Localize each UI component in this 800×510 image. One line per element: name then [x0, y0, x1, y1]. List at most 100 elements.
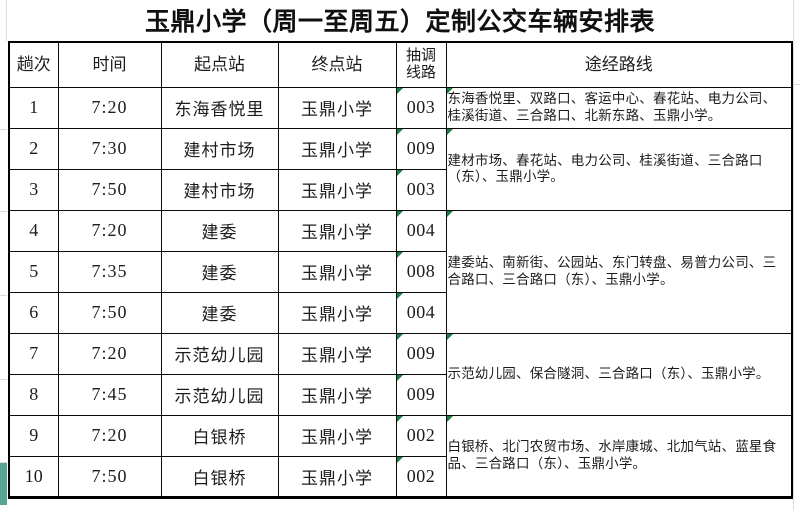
line-cell: 009	[395, 127, 447, 170]
table-row: 2 7:30 建村市场 玉鼎小学 009 建材市场、春花站、电力公司、桂溪街道、三合路口（…	[8, 127, 793, 211]
origin-cell: 东海香悦里	[160, 86, 279, 129]
route-cell: 建委站、南新街、公园站、东门转盘、易普力公司、三合路口、三合路口（东）、玉鼎小学…	[445, 209, 793, 334]
time-cell: 7:50	[57, 168, 162, 211]
origin-cell: 建委	[160, 209, 279, 252]
destination-cell: 玉鼎小学	[277, 250, 397, 293]
green-corner-flag-icon	[397, 334, 403, 340]
route-cell: 示范幼儿园、保合隧洞、三合路口（东）、玉鼎小学。	[445, 332, 793, 416]
table-row: 4 7:20 建委 玉鼎小学 004 建委站、南新街、公园站、东门转盘、易普力公司、三合路…	[8, 209, 793, 334]
trip-cell: 4	[8, 209, 59, 252]
gridline	[0, 129, 7, 130]
destination-cell: 玉鼎小学	[277, 168, 397, 211]
table-row: 3 7:50 建村市场 玉鼎小学 003	[8, 168, 792, 211]
destination-cell: 玉鼎小学	[277, 86, 397, 129]
green-corner-flag-icon	[397, 211, 403, 217]
green-corner-flag-icon	[397, 252, 403, 258]
trip-cell: 2	[8, 127, 59, 170]
gridline	[793, 84, 800, 85]
time-cell: 7:20	[57, 86, 162, 129]
trip-cell: 1	[8, 86, 59, 129]
table-row: 9 7:20 白银桥 玉鼎小学 002 白银桥、北门农贸市场、水岸康城、北加气站、蓝星食品…	[8, 414, 793, 498]
row-selection-strip	[0, 463, 7, 505]
green-corner-flag-icon	[447, 88, 453, 94]
trip-cell: 6	[8, 291, 59, 334]
column-header-destination: 终点站	[277, 41, 397, 88]
green-corner-flag-icon	[397, 170, 403, 176]
table-header-row: 趟次 时间 起点站 终点站 抽调线路 途经路线	[8, 41, 793, 88]
table-row: 6 7:50 建委 玉鼎小学 004	[8, 291, 792, 334]
time-cell: 7:20	[57, 332, 162, 375]
origin-cell: 白银桥	[160, 414, 279, 457]
green-corner-flag-icon	[447, 416, 453, 422]
table-row: 7 7:20 示范幼儿园 玉鼎小学 009 示范幼儿园、保合隧洞、三合路口（东）、玉鼎小学…	[8, 332, 793, 416]
time-cell: 7:50	[57, 455, 162, 498]
destination-cell: 玉鼎小学	[277, 373, 397, 416]
gridline	[0, 295, 7, 296]
table-row: 10 7:50 白银桥 玉鼎小学 002	[8, 455, 792, 498]
green-corner-flag-icon	[397, 88, 403, 94]
column-header-time: 时间	[57, 41, 162, 88]
header-row: 趟次 时间 起点站 终点站 抽调线路 途经路线	[8, 41, 793, 88]
destination-cell: 玉鼎小学	[277, 291, 397, 334]
destination-cell: 玉鼎小学	[277, 414, 397, 457]
trip-cell: 7	[8, 332, 59, 375]
gridline	[6, 0, 7, 41]
origin-cell: 建委	[160, 250, 279, 293]
green-corner-flag-icon	[447, 129, 453, 135]
green-corner-flag-icon	[397, 457, 403, 463]
route-cell: 建材市场、春花站、电力公司、桂溪街道、三合路口（东）、玉鼎小学。	[445, 127, 793, 211]
line-cell: 003	[395, 86, 447, 129]
green-corner-flag-icon	[397, 293, 403, 299]
trip-cell: 10	[8, 455, 59, 498]
line-cell: 008	[395, 250, 447, 293]
line-cell: 004	[395, 291, 447, 334]
line-cell: 003	[395, 168, 447, 211]
destination-cell: 玉鼎小学	[277, 209, 397, 252]
green-corner-flag-icon	[447, 334, 453, 340]
column-header-line: 抽调线路	[395, 41, 447, 88]
table-row: 1 7:20 东海香悦里 玉鼎小学 003 东海香悦里、双路口、客运中心、春花站、电力公司…	[8, 86, 793, 129]
origin-cell: 示范幼儿园	[160, 373, 279, 416]
table-body: 1 7:20 东海香悦里 玉鼎小学 003 东海香悦里、双路口、客运中心、春花站、电力公司…	[8, 86, 793, 498]
route-cell: 白银桥、北门农贸市场、水岸康城、北加气站、蓝星食品、三合路口（东）、玉鼎小学。	[445, 414, 793, 498]
column-header-origin: 起点站	[160, 41, 279, 88]
column-header-trip: 趟次	[8, 41, 59, 88]
line-cell: 002	[395, 455, 447, 498]
origin-cell: 建村市场	[160, 168, 279, 211]
time-cell: 7:30	[57, 127, 162, 170]
origin-cell: 示范幼儿园	[160, 332, 279, 375]
table-row: 5 7:35 建委 玉鼎小学 008	[8, 250, 792, 293]
origin-cell: 建村市场	[160, 127, 279, 170]
destination-cell: 玉鼎小学	[277, 332, 397, 375]
origin-cell: 白银桥	[160, 455, 279, 498]
gridline	[0, 211, 7, 212]
origin-cell: 建委	[160, 291, 279, 334]
trip-cell: 9	[8, 414, 59, 457]
trip-cell: 8	[8, 373, 59, 416]
line-cell: 009	[395, 373, 447, 416]
time-cell: 7:20	[57, 414, 162, 457]
route-cell: 东海香悦里、双路口、客运中心、春花站、电力公司、桂溪街道、三合路口、北新东路、玉…	[445, 86, 793, 129]
time-cell: 7:35	[57, 250, 162, 293]
trip-cell: 5	[8, 250, 59, 293]
column-header-route: 途经路线	[445, 41, 793, 88]
line-cell: 009	[395, 332, 447, 375]
time-cell: 7:20	[57, 209, 162, 252]
gridline	[793, 0, 794, 510]
gridline	[0, 379, 7, 380]
green-corner-flag-icon	[447, 211, 453, 217]
destination-cell: 玉鼎小学	[277, 455, 397, 498]
page-title: 玉鼎小学（周一至周五）定制公交车辆安排表	[144, 8, 655, 36]
green-corner-flag-icon	[397, 375, 403, 381]
green-corner-flag-icon	[397, 129, 403, 135]
time-cell: 7:45	[57, 373, 162, 416]
green-corner-flag-icon	[397, 416, 403, 422]
time-cell: 7:50	[57, 291, 162, 334]
gridline	[0, 462, 7, 463]
line-cell: 002	[395, 414, 447, 457]
line-cell: 004	[395, 209, 447, 252]
destination-cell: 玉鼎小学	[277, 127, 397, 170]
trip-cell: 3	[8, 168, 59, 211]
bus-schedule-table: 趟次 时间 起点站 终点站 抽调线路 途经路线 1 7:20 东海香悦里 玉鼎小学 003 东海香悦…	[8, 41, 793, 499]
